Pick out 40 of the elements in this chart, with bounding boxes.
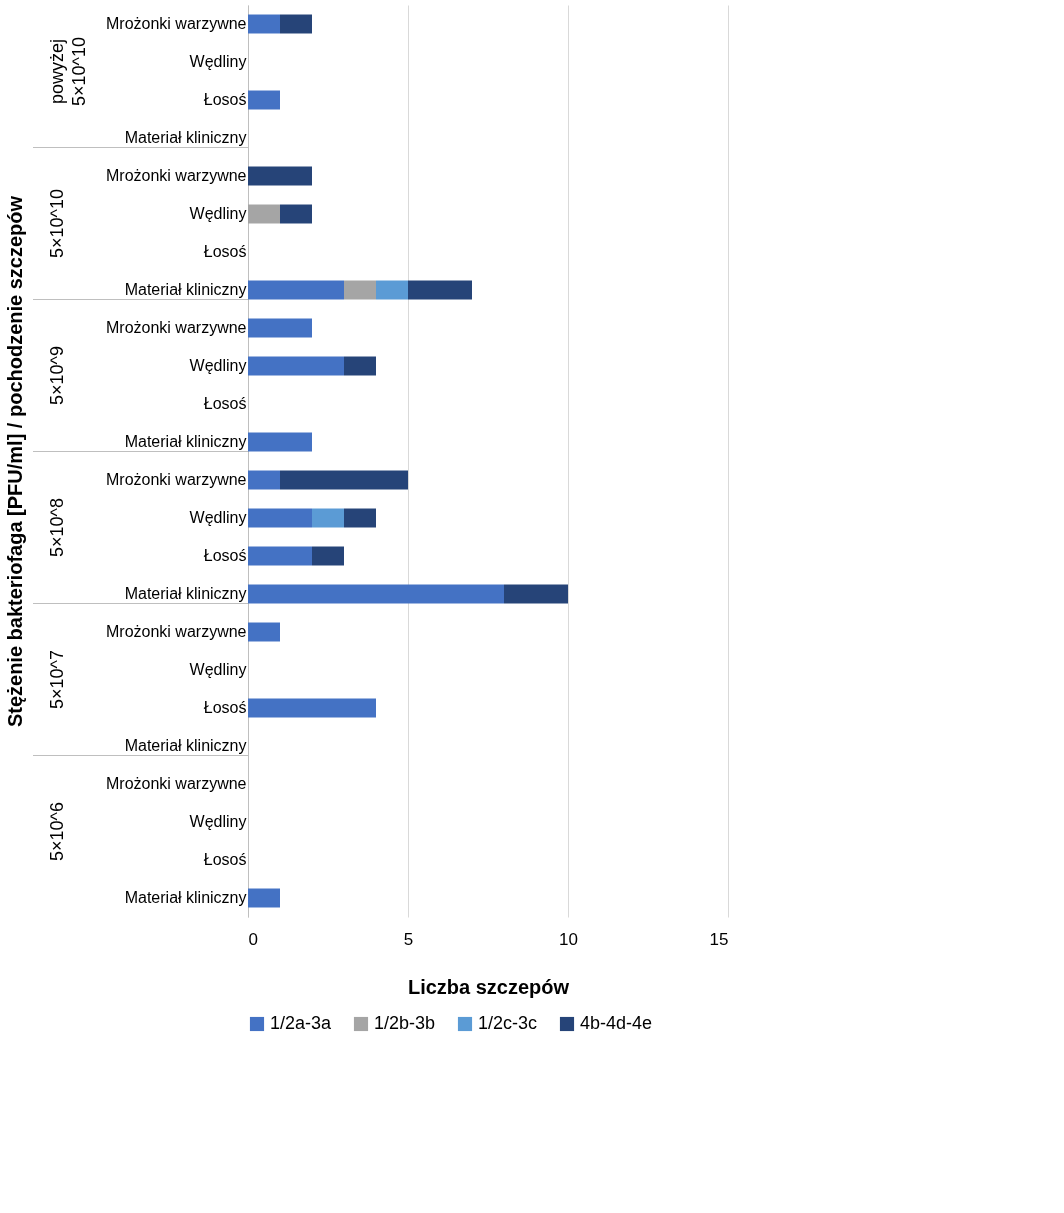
x-tick-label: 10 [559,929,578,949]
y-tick-label: Łosoś [203,395,247,412]
y-tick-label: Wędliny [189,53,247,70]
x-axis-title: Liczba szczepów [407,975,570,998]
legend-label: 4b-4d-4e [580,1013,653,1033]
y-tick-label: Łosoś [203,243,247,260]
y-tick-label: Wędliny [189,357,247,374]
y-tick-label: Łosoś [203,699,247,716]
y-tick-label: Wędliny [189,205,247,222]
x-tick-label: 5 [403,929,414,949]
legend-label: 1/2a-3a [270,1013,333,1033]
y-tick-label: Mrożonki warzywne [106,471,247,488]
text: 5×10^8 [47,497,67,558]
y-tick-label: Łosoś [203,91,247,108]
legend-label: 1/2b-3b [374,1013,436,1033]
x-tick-label: 15 [709,929,729,949]
y-tick-label: Mrożonki warzywne [106,15,247,32]
y-tick-label: Wędliny [189,509,247,526]
y-axis-title: Stężenie bakteriofaga [PFU/ml] / pochodzenie szczepów [4,195,27,728]
y-tick-label: Mrożonki warzywne [106,319,247,336]
text: 5×10^9 [47,345,67,406]
y-tick-label: Materiał kliniczny [124,281,247,298]
y-tick-label: Mrożonki warzywne [106,775,247,792]
text: 5×10^7 [47,649,67,710]
y-tick-label: Materiał kliniczny [124,889,247,906]
y-tick-label: Wędliny [189,813,247,830]
y-tick-label: Wędliny [189,661,247,678]
y-tick-label: Mrożonki warzywne [106,167,247,184]
text: 5×10^6 [47,801,67,862]
y-tick-label: Materiał kliniczny [124,585,247,602]
x-tick-label: 0 [248,929,258,949]
text: powyżej 5×10^10 [47,36,89,107]
y-tick-label: Łosoś [203,547,247,564]
y-tick-label: Łosoś [203,851,247,868]
legend-label: 1/2c-3c [478,1013,538,1033]
text: 5×10^10 [47,188,67,259]
y-tick-label: Materiał kliniczny [124,129,247,146]
y-tick-label: Materiał kliniczny [124,433,247,450]
y-tick-label: Mrożonki warzywne [106,623,247,640]
y-tick-label: Materiał kliniczny [124,737,247,754]
